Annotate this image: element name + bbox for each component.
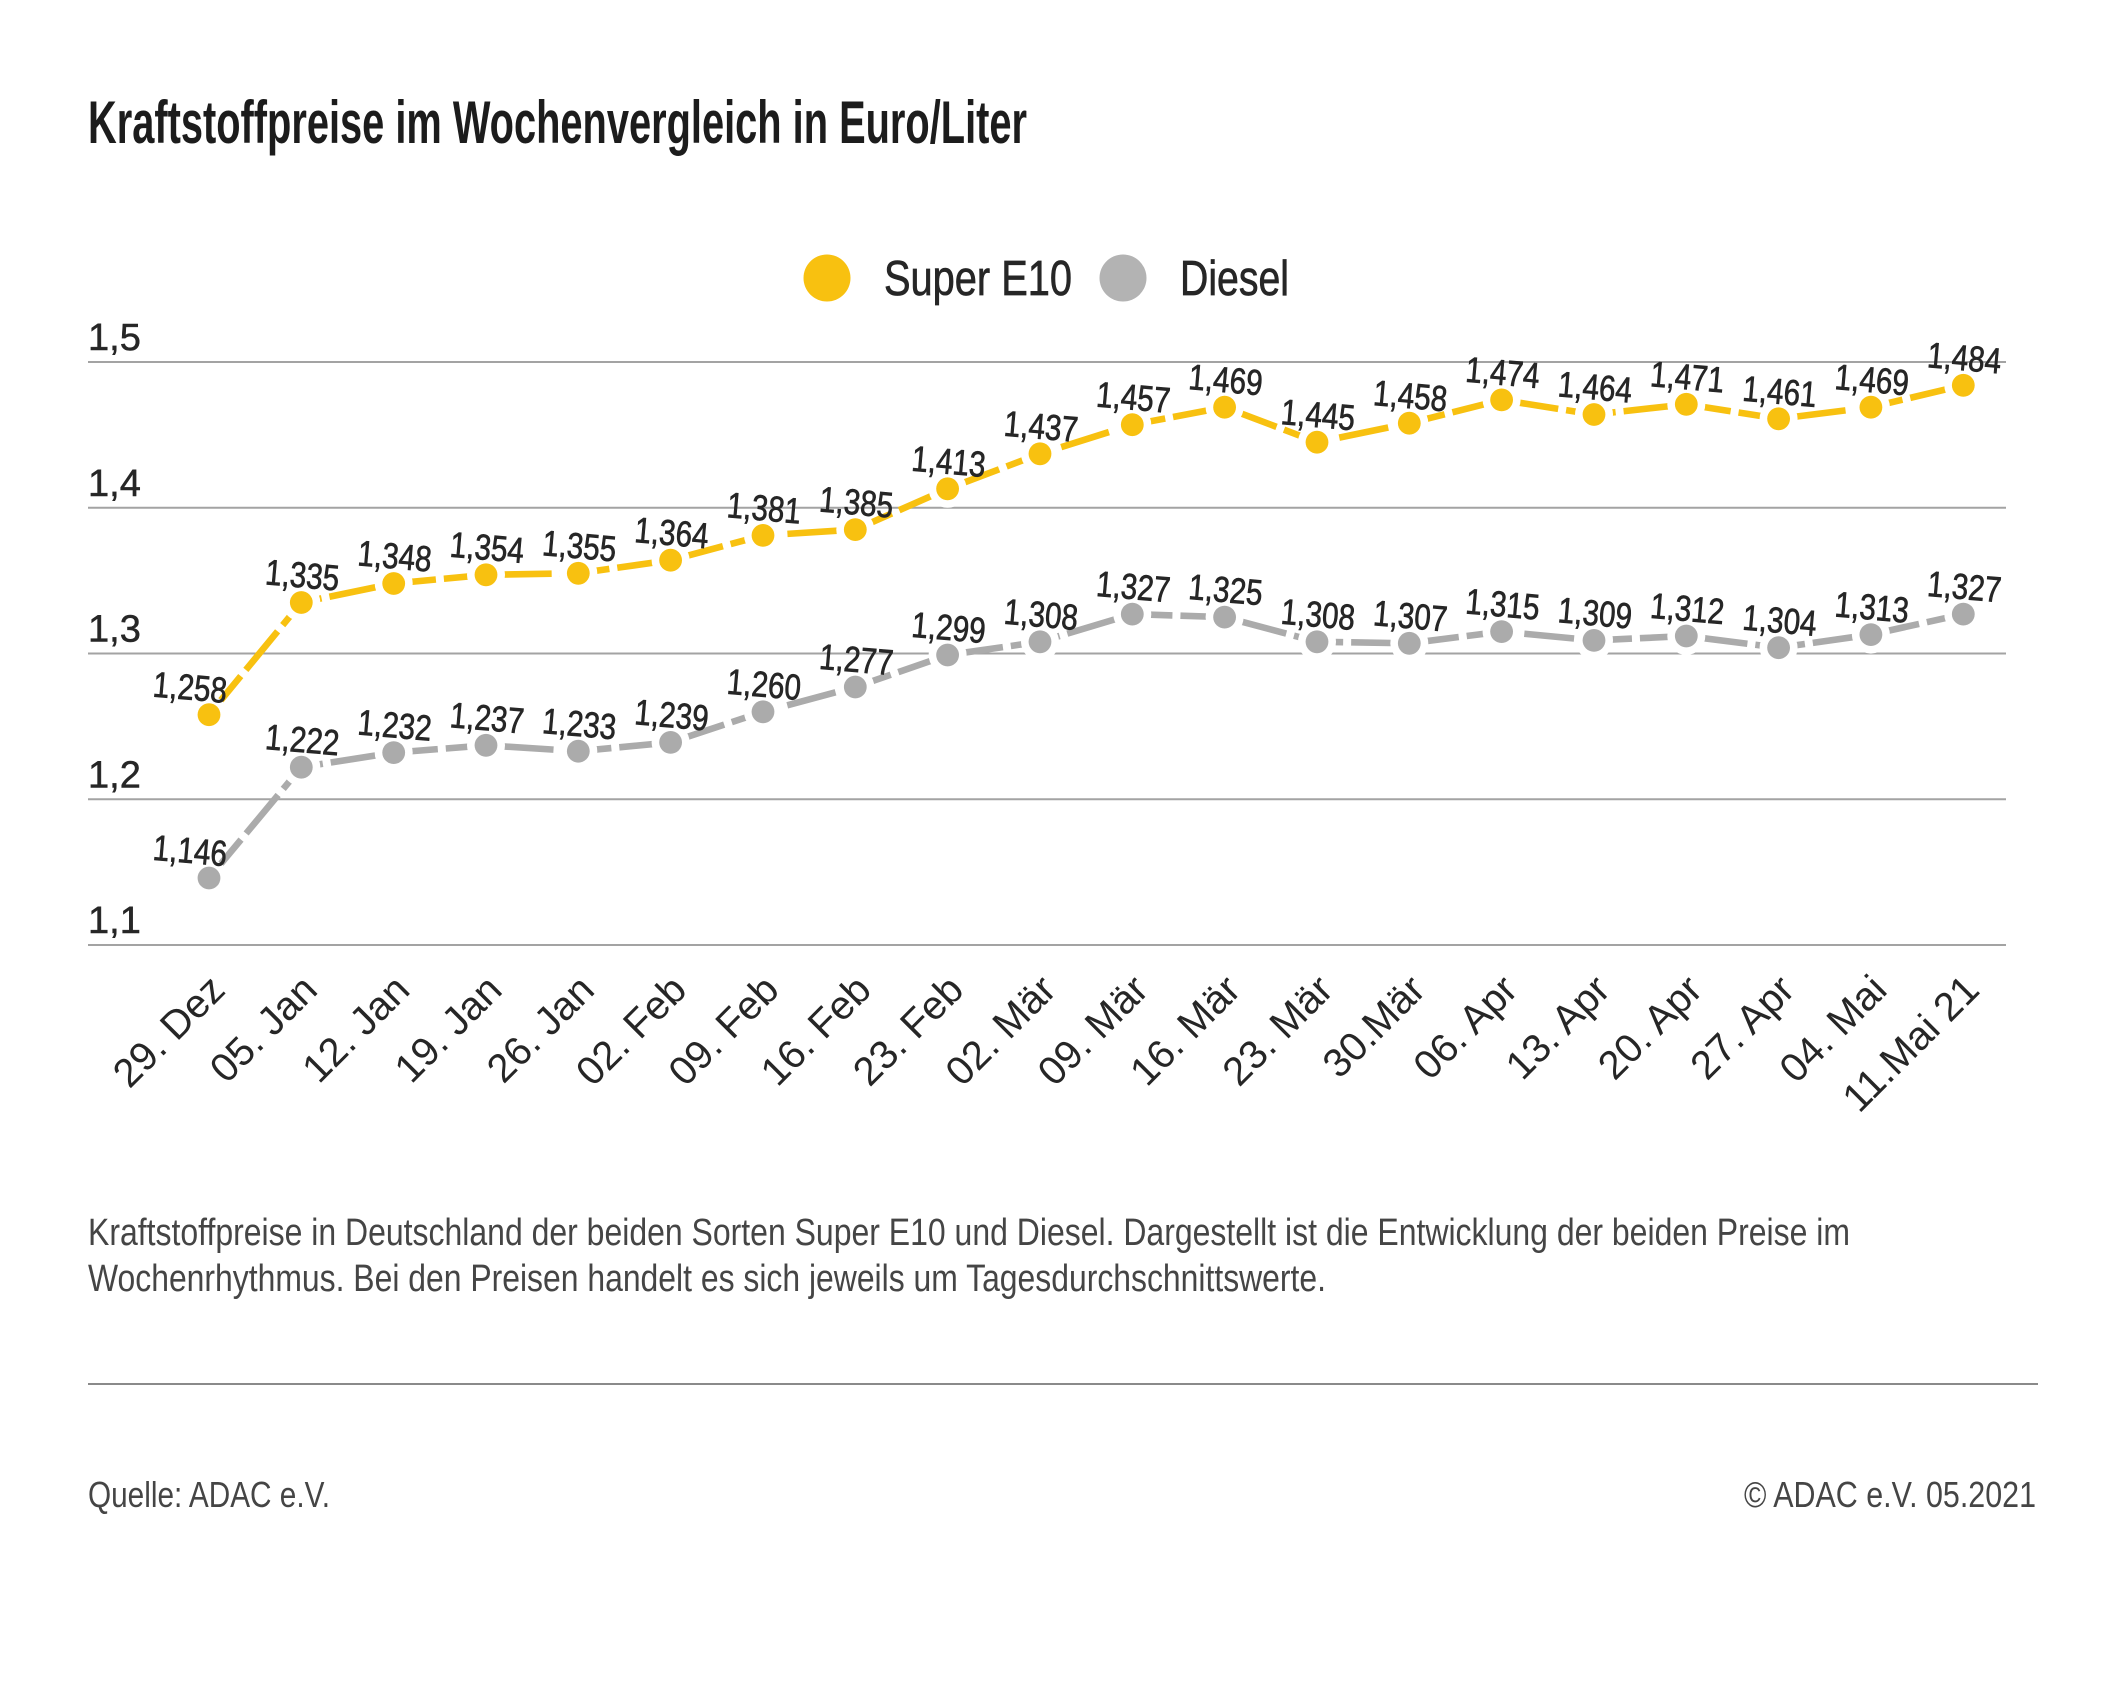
svg-text:1,277: 1,277 bbox=[818, 636, 895, 683]
svg-text:1,5: 1,5 bbox=[88, 317, 141, 359]
svg-text:1,258: 1,258 bbox=[151, 664, 228, 711]
svg-text:1,445: 1,445 bbox=[1279, 391, 1356, 438]
svg-text:Wochenrhythmus. Bei den Preise: Wochenrhythmus. Bei den Preisen handelt … bbox=[88, 1258, 1326, 1300]
svg-text:1,3: 1,3 bbox=[88, 609, 141, 651]
svg-text:Quelle: ADAC e.V.: Quelle: ADAC e.V. bbox=[88, 1474, 330, 1515]
svg-text:1,469: 1,469 bbox=[1187, 356, 1264, 403]
svg-text:1,4: 1,4 bbox=[88, 463, 141, 505]
svg-text:1,464: 1,464 bbox=[1556, 363, 1633, 410]
svg-text:1,413: 1,413 bbox=[910, 438, 987, 485]
svg-text:1,237: 1,237 bbox=[448, 694, 525, 741]
svg-text:1,308: 1,308 bbox=[1002, 591, 1079, 638]
svg-text:1,484: 1,484 bbox=[1926, 334, 2003, 381]
svg-text:1,325: 1,325 bbox=[1187, 566, 1264, 613]
svg-text:1,471: 1,471 bbox=[1649, 353, 1726, 400]
svg-text:Super E10: Super E10 bbox=[884, 252, 1072, 306]
svg-text:1,146: 1,146 bbox=[151, 827, 228, 874]
svg-text:1,458: 1,458 bbox=[1372, 372, 1449, 419]
svg-text:1,313: 1,313 bbox=[1833, 584, 1910, 631]
svg-text:Kraftstoffpreise in Deutschlan: Kraftstoffpreise in Deutschland der beid… bbox=[88, 1212, 1850, 1254]
svg-text:1,437: 1,437 bbox=[1002, 403, 1079, 450]
svg-text:1,312: 1,312 bbox=[1649, 585, 1726, 632]
svg-text:1,474: 1,474 bbox=[1464, 349, 1541, 396]
svg-text:Diesel: Diesel bbox=[1180, 252, 1289, 306]
svg-text:1,260: 1,260 bbox=[725, 661, 802, 708]
svg-text:1,385: 1,385 bbox=[818, 479, 895, 526]
svg-text:1,364: 1,364 bbox=[633, 509, 710, 556]
svg-text:1,457: 1,457 bbox=[1095, 374, 1172, 421]
svg-text:1,1: 1,1 bbox=[88, 900, 141, 942]
svg-text:1,327: 1,327 bbox=[1926, 563, 2003, 610]
svg-text:1,461: 1,461 bbox=[1741, 368, 1818, 415]
svg-text:1,233: 1,233 bbox=[541, 700, 618, 747]
svg-text:Kraftstoffpreise im Wochenverg: Kraftstoffpreise im Wochenvergleich in E… bbox=[88, 89, 1027, 156]
svg-text:1,354: 1,354 bbox=[448, 524, 525, 571]
svg-text:1,355: 1,355 bbox=[541, 522, 618, 569]
svg-text:1,348: 1,348 bbox=[356, 532, 433, 579]
svg-text:1,335: 1,335 bbox=[264, 551, 341, 598]
svg-text:© ADAC e.V. 05.2021: © ADAC e.V. 05.2021 bbox=[1744, 1474, 2036, 1515]
svg-text:1,299: 1,299 bbox=[910, 604, 987, 651]
svg-text:1,304: 1,304 bbox=[1741, 597, 1818, 644]
svg-text:1,222: 1,222 bbox=[264, 716, 341, 763]
svg-text:1,232: 1,232 bbox=[356, 702, 433, 749]
svg-text:1,309: 1,309 bbox=[1556, 589, 1633, 636]
svg-text:1,307: 1,307 bbox=[1372, 592, 1449, 639]
svg-text:1,2: 1,2 bbox=[88, 754, 141, 796]
svg-text:1,469: 1,469 bbox=[1833, 356, 1910, 403]
svg-text:1,327: 1,327 bbox=[1095, 563, 1172, 610]
svg-text:1,381: 1,381 bbox=[725, 484, 802, 531]
svg-text:1,239: 1,239 bbox=[633, 691, 710, 738]
svg-text:1,308: 1,308 bbox=[1279, 591, 1356, 638]
svg-text:1,315: 1,315 bbox=[1464, 581, 1541, 628]
